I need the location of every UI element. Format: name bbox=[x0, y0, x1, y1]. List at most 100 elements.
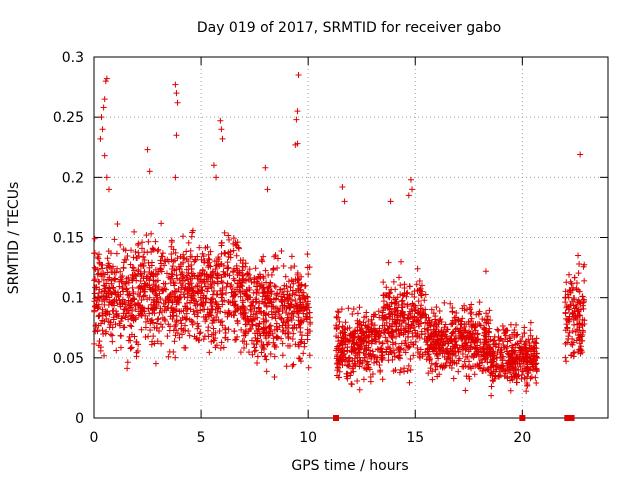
data-point bbox=[577, 151, 584, 158]
data-point bbox=[527, 375, 534, 382]
data-point bbox=[288, 277, 295, 284]
data-point bbox=[155, 299, 162, 306]
data-point bbox=[139, 239, 146, 246]
data-point bbox=[211, 288, 218, 295]
data-point bbox=[304, 264, 311, 271]
data-point bbox=[564, 325, 571, 332]
data-point bbox=[532, 339, 539, 346]
grid-lines bbox=[94, 57, 608, 418]
data-point bbox=[274, 265, 281, 272]
data-point bbox=[285, 329, 292, 336]
data-point bbox=[230, 235, 237, 242]
data-point bbox=[301, 343, 308, 350]
data-point bbox=[160, 300, 167, 307]
data-point bbox=[239, 297, 246, 304]
data-point bbox=[385, 326, 392, 333]
data-point bbox=[520, 350, 527, 357]
data-point bbox=[434, 373, 441, 380]
data-point bbox=[182, 327, 189, 334]
data-point bbox=[291, 263, 298, 270]
x-tick-label: 15 bbox=[406, 430, 424, 446]
data-point bbox=[231, 328, 238, 335]
data-point bbox=[178, 325, 185, 332]
data-point bbox=[171, 267, 178, 274]
data-point bbox=[192, 283, 199, 290]
data-point bbox=[271, 326, 278, 333]
data-point bbox=[402, 325, 409, 332]
data-point bbox=[146, 264, 153, 271]
data-point bbox=[260, 275, 267, 282]
data-point bbox=[144, 315, 151, 322]
data-point bbox=[239, 279, 246, 286]
data-point bbox=[182, 322, 189, 329]
data-point bbox=[392, 300, 399, 306]
data-point bbox=[389, 329, 396, 336]
data-point bbox=[211, 317, 218, 324]
data-point bbox=[289, 363, 296, 370]
data-point bbox=[120, 298, 127, 305]
data-point bbox=[399, 297, 406, 304]
data-point bbox=[125, 274, 132, 281]
data-point bbox=[521, 374, 528, 381]
data-point bbox=[398, 258, 405, 265]
data-point bbox=[198, 256, 205, 263]
data-point bbox=[296, 355, 303, 362]
data-point bbox=[402, 329, 409, 336]
data-point bbox=[149, 338, 156, 345]
data-point bbox=[162, 317, 169, 324]
data-point bbox=[340, 356, 347, 363]
data-point bbox=[380, 315, 387, 322]
data-point bbox=[257, 282, 264, 289]
data-point bbox=[375, 308, 382, 315]
data-point bbox=[402, 337, 409, 344]
data-point bbox=[481, 324, 488, 331]
data-point bbox=[263, 302, 270, 309]
data-point bbox=[531, 357, 538, 364]
data-point bbox=[482, 268, 489, 275]
data-point bbox=[449, 329, 456, 336]
data-point bbox=[182, 344, 189, 351]
data-point bbox=[101, 352, 108, 359]
data-point bbox=[568, 280, 575, 287]
data-point bbox=[217, 117, 224, 124]
data-point bbox=[562, 354, 569, 361]
data-point bbox=[208, 284, 215, 291]
data-point bbox=[451, 339, 458, 346]
data-point bbox=[342, 332, 349, 339]
data-point bbox=[386, 290, 393, 297]
data-point bbox=[108, 280, 115, 287]
data-point bbox=[191, 333, 198, 340]
data-point bbox=[200, 336, 207, 343]
data-point bbox=[137, 263, 144, 270]
data-point bbox=[218, 274, 225, 281]
data-point bbox=[376, 314, 383, 321]
data-point bbox=[159, 253, 166, 260]
data-point bbox=[521, 341, 528, 348]
data-point bbox=[223, 289, 230, 296]
data-point bbox=[476, 321, 483, 328]
data-point bbox=[256, 320, 263, 327]
data-point bbox=[334, 352, 341, 359]
data-point bbox=[338, 337, 345, 344]
data-point bbox=[97, 135, 104, 142]
data-point bbox=[235, 305, 242, 312]
data-point bbox=[382, 334, 389, 341]
data-point bbox=[173, 132, 180, 139]
data-point bbox=[345, 355, 352, 362]
data-point bbox=[365, 318, 372, 325]
data-point bbox=[360, 376, 367, 383]
data-point bbox=[484, 313, 491, 320]
data-point bbox=[391, 349, 398, 356]
data-point bbox=[462, 387, 469, 394]
data-point bbox=[352, 360, 359, 367]
data-point bbox=[213, 262, 220, 269]
data-point bbox=[147, 318, 154, 325]
data-point bbox=[288, 310, 295, 317]
data-point bbox=[154, 247, 161, 254]
data-point bbox=[298, 282, 305, 289]
data-point bbox=[361, 354, 368, 361]
data-point bbox=[205, 264, 212, 271]
data-point bbox=[124, 365, 131, 372]
data-point bbox=[423, 314, 430, 321]
data-point bbox=[220, 344, 227, 351]
